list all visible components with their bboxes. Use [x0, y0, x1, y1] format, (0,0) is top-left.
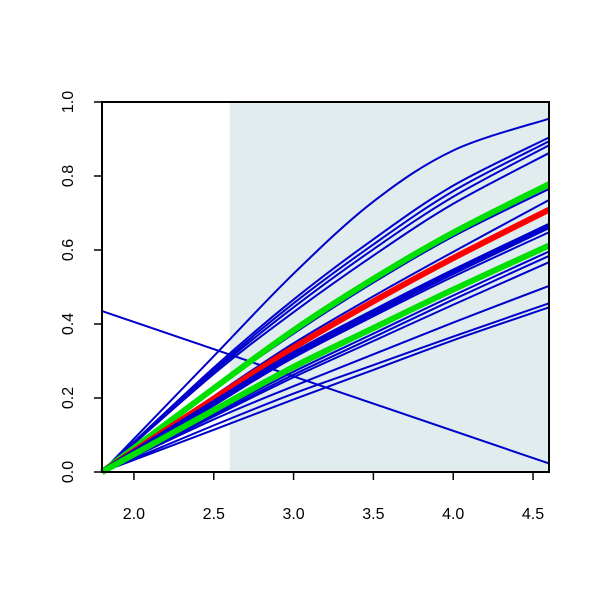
series-line-4 — [101, 144, 550, 473]
y-tick-label: 0.0 — [60, 461, 77, 483]
series-line-5 — [101, 152, 550, 473]
axes-group: 2.0 2.5 3.0 3.5 4.0 4.5 0.0 0.2 0.4 0.6 0.8 1.0 — [60, 91, 550, 523]
series-group — [100, 117, 551, 475]
series-line-3 — [101, 140, 550, 473]
series-line-19 — [101, 310, 550, 465]
x-tick-label: 3.0 — [282, 506, 304, 523]
y-tick-label: 0.8 — [60, 165, 77, 187]
series-line-16 — [101, 284, 550, 473]
series-line-18 — [101, 306, 550, 473]
series-line-7 — [100, 181, 551, 475]
plot-frame — [101, 101, 550, 473]
series-line-17 — [101, 302, 550, 473]
x-tick-label: 4.0 — [442, 506, 464, 523]
y-tick-label: 0.6 — [60, 239, 77, 261]
y-tick-label: 0.2 — [60, 387, 77, 409]
series-line-10 — [100, 223, 551, 475]
x-tick-label: 3.5 — [362, 506, 384, 523]
series-line-2 — [101, 136, 550, 473]
x-tick-label: 2.0 — [123, 506, 145, 523]
series-line-14 — [101, 255, 550, 473]
x-tick-label: 2.5 — [203, 506, 225, 523]
series-line-15 — [101, 261, 550, 473]
series-line-12 — [100, 242, 551, 475]
y-tick-label: 1.0 — [60, 91, 77, 113]
series-line-9 — [100, 206, 551, 475]
x-tick-label: 4.5 — [522, 506, 544, 523]
y-tick-label: 0.4 — [60, 313, 77, 335]
series-line-1 — [101, 117, 550, 473]
